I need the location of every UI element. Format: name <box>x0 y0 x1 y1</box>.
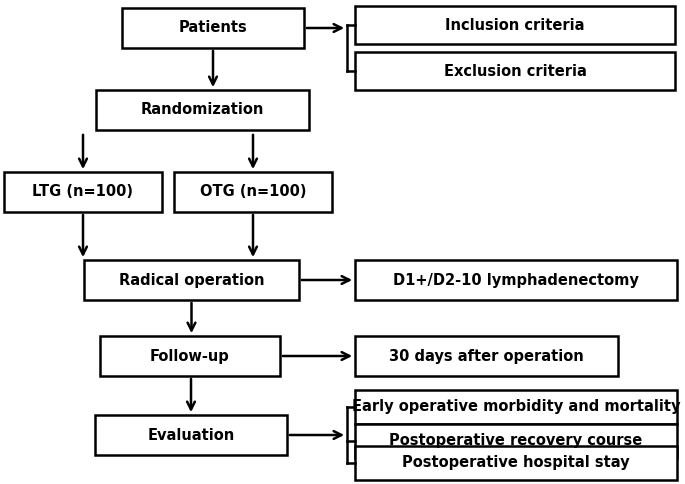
Text: Randomization: Randomization <box>141 103 264 118</box>
Text: Evaluation: Evaluation <box>147 427 235 442</box>
Bar <box>100 336 280 376</box>
Text: Radical operation: Radical operation <box>119 272 264 287</box>
Text: Follow-up: Follow-up <box>150 348 230 363</box>
Text: D1+/D2-10 lymphadenectomy: D1+/D2-10 lymphadenectomy <box>393 272 639 287</box>
Text: 30 days after operation: 30 days after operation <box>389 348 584 363</box>
Text: Inclusion criteria: Inclusion criteria <box>445 17 585 32</box>
Text: Postoperative hospital stay: Postoperative hospital stay <box>402 455 630 470</box>
Bar <box>84 260 299 300</box>
Text: OTG (n=100): OTG (n=100) <box>200 184 306 199</box>
Text: LTG (n=100): LTG (n=100) <box>32 184 134 199</box>
Bar <box>95 415 287 455</box>
Bar <box>174 172 332 212</box>
Bar <box>355 446 677 480</box>
Bar <box>355 260 677 300</box>
Bar <box>4 172 162 212</box>
Bar <box>355 424 677 458</box>
Bar <box>96 90 309 130</box>
Text: Exclusion criteria: Exclusion criteria <box>444 63 586 78</box>
Bar <box>355 6 675 44</box>
Bar <box>355 52 675 90</box>
Bar <box>122 8 304 48</box>
Text: Early operative morbidity and mortality: Early operative morbidity and mortality <box>352 399 680 414</box>
Bar <box>355 390 677 424</box>
Bar <box>355 336 618 376</box>
Text: Postoperative recovery course: Postoperative recovery course <box>389 434 643 449</box>
Text: Patients: Patients <box>179 20 247 35</box>
